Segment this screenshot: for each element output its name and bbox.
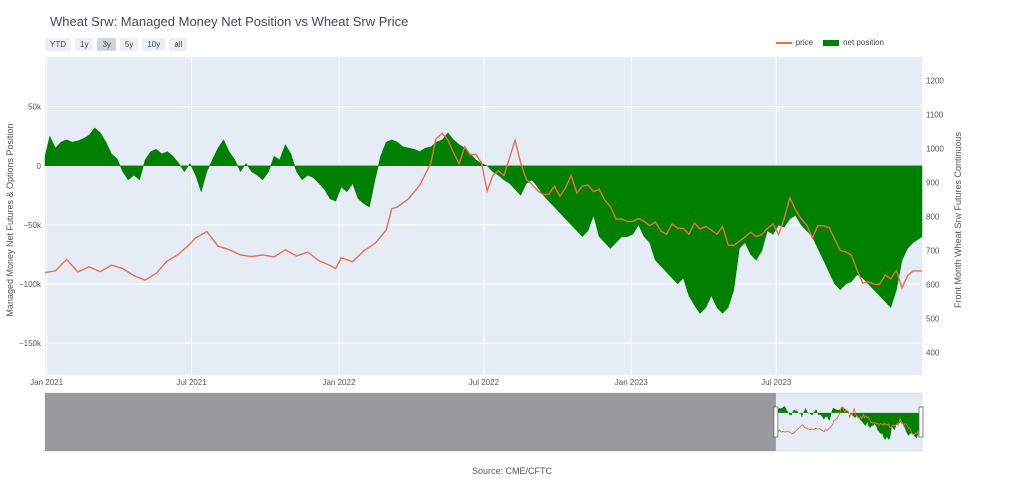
price-series-line: [44, 132, 922, 290]
x-axis: Jan 2021 Jul 2021 Jan 2022 Jul 2022 Jan 2023…: [30, 378, 792, 387]
left-tick-label: 0: [37, 162, 42, 171]
left-axis: 50k 0 −50k −100k −150k: [19, 103, 42, 348]
range-button-5y[interactable]: 5y: [119, 38, 139, 51]
right-tick-label: 1200: [926, 76, 944, 85]
legend: price net position: [775, 38, 884, 47]
selector-handle-left: [773, 406, 779, 438]
chart-title: Wheat Srw: Managed Money Net Position vs…: [50, 14, 409, 29]
left-tick-label: −150k: [19, 339, 42, 348]
selector-net-area: [775, 405, 922, 440]
range-button-ytd[interactable]: YTD: [45, 38, 71, 51]
x-tick-label: Jan 2022: [322, 378, 355, 387]
range-buttons: YTD 1y 3y 5y 10y all: [45, 38, 188, 51]
left-tick-label: −100k: [19, 280, 42, 289]
right-tick-label: 700: [926, 247, 940, 256]
legend-fill-swatch: [823, 39, 840, 46]
selector-price-line: [775, 406, 922, 437]
range-button-3y[interactable]: 3y: [97, 38, 116, 51]
legend-label-net: net position: [843, 38, 884, 47]
right-axis: 400 500 600 700 800 900 1000 1100 1200: [926, 76, 944, 357]
x-tick-label: Jul 2021: [176, 378, 207, 387]
left-tick-label: −50k: [23, 221, 42, 230]
right-tick-label: 1100: [926, 110, 944, 119]
right-tick-label: 600: [926, 281, 940, 290]
price-line: [44, 132, 922, 290]
x-tick-label: Jan 2023: [615, 378, 648, 387]
legend-item-net[interactable]: net position: [823, 38, 884, 47]
left-tick-label: 50k: [28, 103, 42, 112]
selector-mask: [45, 393, 776, 451]
x-tick-label: Jan 2021: [30, 378, 63, 387]
selector-handle-right: [918, 406, 924, 438]
legend-line-swatch: [775, 41, 792, 44]
right-axis-label: Front Month Wheat Srw Futures Continuous: [953, 131, 963, 309]
x-tick-label: Jul 2023: [761, 378, 792, 387]
source-note: Source: CME/CFTC: [471, 466, 552, 476]
x-tick-label: Jul 2022: [469, 378, 500, 387]
range-button-10y[interactable]: 10y: [142, 38, 166, 51]
range-selector[interactable]: [44, 392, 924, 452]
right-tick-label: 800: [926, 213, 940, 222]
legend-item-price[interactable]: price: [775, 38, 814, 47]
legend-label-price: price: [795, 38, 814, 47]
range-button-all[interactable]: all: [169, 38, 188, 51]
right-tick-label: 900: [926, 178, 940, 187]
right-tick-label: 1000: [926, 144, 944, 153]
right-tick-label: 500: [926, 315, 940, 324]
left-axis-label: Managed Money Net Futures & Options Posi…: [5, 123, 15, 317]
right-tick-label: 400: [926, 349, 940, 358]
range-button-1y[interactable]: 1y: [75, 38, 94, 51]
